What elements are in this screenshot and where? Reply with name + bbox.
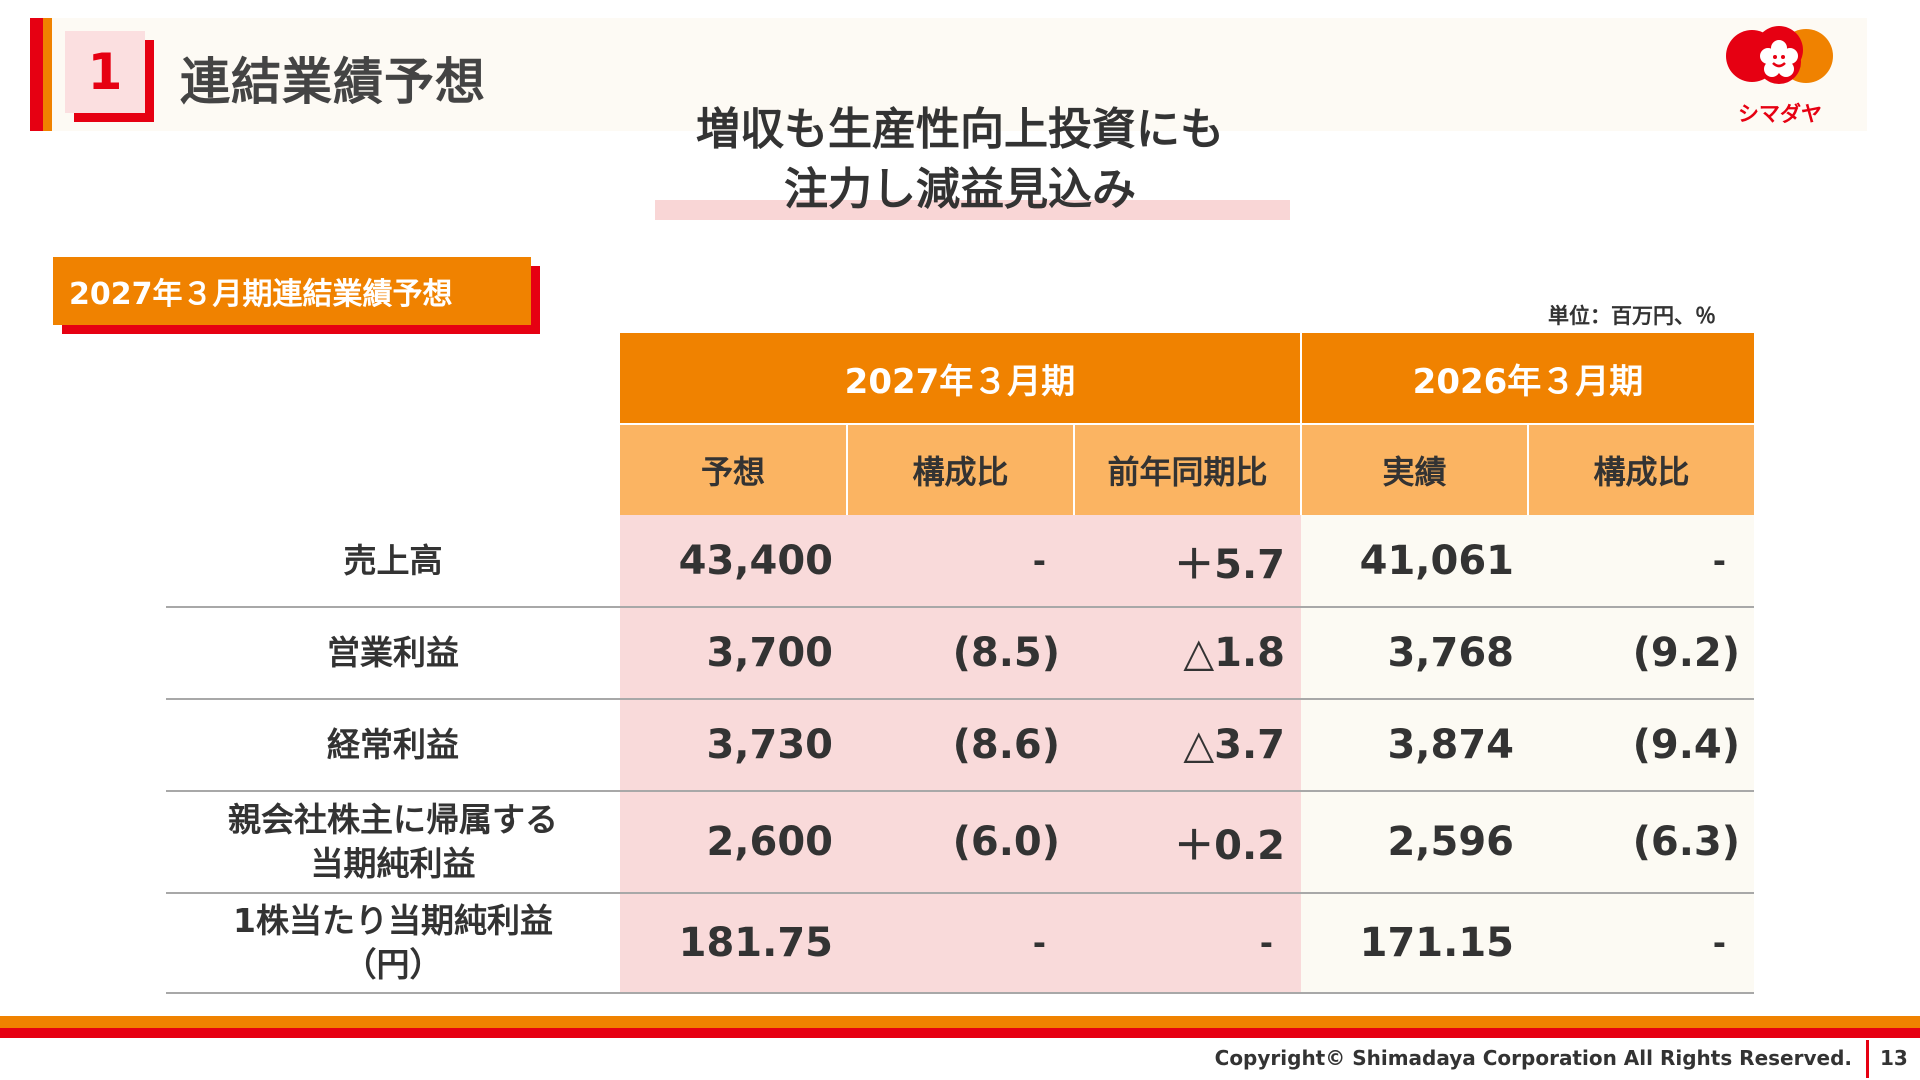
table-cell: 3,768 bbox=[1301, 607, 1528, 700]
column-header-composition-actual: 構成比 bbox=[1528, 423, 1754, 515]
flower-logo-icon: シマダヤ bbox=[1726, 26, 1833, 126]
footer-separator bbox=[1866, 1040, 1869, 1078]
table-cell: - bbox=[1528, 893, 1754, 994]
row-label: 1株当たり当期純利益 （円） bbox=[166, 893, 620, 994]
table-cell: - bbox=[847, 515, 1074, 608]
headline-line-2: 注力し減益見込み bbox=[784, 164, 1136, 215]
row-label-line: （円） bbox=[343, 945, 443, 984]
table-row: 1株当たり当期純利益 （円） 181.75 - - 171.15 - bbox=[166, 893, 1754, 994]
table-cell: (9.2) bbox=[1528, 607, 1754, 700]
table-cell: (6.3) bbox=[1528, 791, 1754, 894]
table-cell: - bbox=[1528, 515, 1754, 608]
period-header-actual: 2026年３月期 bbox=[1301, 333, 1754, 424]
table-cell: △1.8 bbox=[1074, 607, 1301, 700]
column-header-actual: 実績 bbox=[1301, 423, 1529, 515]
table-cell: - bbox=[1074, 893, 1301, 994]
unit-note: 単位：百万円、％ bbox=[1548, 304, 1716, 328]
row-label-line: 売上高 bbox=[343, 540, 443, 580]
column-header-yoy: 前年同期比 bbox=[1074, 423, 1302, 515]
period-header-forecast: 2027年３月期 bbox=[620, 333, 1302, 424]
table-cell: ＋0.2 bbox=[1074, 791, 1301, 894]
table-cell: (8.5) bbox=[847, 607, 1074, 700]
headline-line-1: 増収も生産性向上投資にも bbox=[696, 104, 1224, 155]
column-header-row: 予想 構成比 前年同期比 実績 構成比 bbox=[166, 423, 1754, 515]
forecast-table: 2027年３月期 2026年３月期 予想 構成比 前年同期比 実績 構成比 売上… bbox=[166, 333, 1754, 994]
table-cell: (6.0) bbox=[847, 791, 1074, 894]
row-label: 売上高 bbox=[166, 515, 620, 608]
section-title: 連結業績予想 bbox=[180, 53, 486, 111]
row-label: 営業利益 bbox=[166, 607, 620, 700]
header-empty-cell bbox=[166, 333, 620, 424]
headline-highlight bbox=[655, 200, 1290, 220]
row-label-line: 営業利益 bbox=[327, 633, 459, 672]
table-cell: 2,600 bbox=[620, 791, 847, 894]
table-cell: 181.75 bbox=[620, 893, 847, 994]
headline: 増収も生産性向上投資にも 注力し減益見込み bbox=[640, 100, 1280, 220]
page-number: 13 bbox=[1880, 1046, 1908, 1070]
row-label: 親会社株主に帰属する 当期純利益 bbox=[166, 791, 620, 894]
table-row: 経常利益 3,730 (8.6) △3.7 3,874 (9.4) bbox=[166, 699, 1754, 792]
column-header-composition: 構成比 bbox=[847, 423, 1075, 515]
table-cell: 41,061 bbox=[1301, 515, 1528, 608]
table-cell: - bbox=[847, 893, 1074, 994]
shimadaya-logo: シマダヤ bbox=[1722, 26, 1838, 131]
table-row: 売上高 43,400 - ＋5.7 41,061 - bbox=[166, 515, 1754, 608]
section-number: 1 bbox=[65, 31, 145, 113]
table-cell: 3,730 bbox=[620, 699, 847, 792]
row-label-line: 親会社株主に帰属する bbox=[228, 800, 558, 839]
table-cell: 171.15 bbox=[1301, 893, 1528, 994]
table-row: 親会社株主に帰属する 当期純利益 2,600 (6.0) ＋0.2 2,596 … bbox=[166, 791, 1754, 894]
header-band bbox=[52, 18, 1867, 131]
copyright: Copyright© Shimadaya Corporation All Rig… bbox=[1214, 1046, 1852, 1070]
header-accent-red bbox=[30, 18, 43, 131]
row-label: 経常利益 bbox=[166, 699, 620, 792]
table-cell: △3.7 bbox=[1074, 699, 1301, 792]
table-cell: 3,874 bbox=[1301, 699, 1528, 792]
column-header-forecast: 予想 bbox=[620, 423, 848, 515]
table-cell: 3,700 bbox=[620, 607, 847, 700]
row-label-line: 1株当たり当期純利益 bbox=[233, 901, 553, 940]
row-label-line: 経常利益 bbox=[327, 725, 459, 764]
table-cell: (9.4) bbox=[1528, 699, 1754, 792]
row-label-line: 当期純利益 bbox=[310, 844, 476, 883]
header-accent-orange bbox=[43, 18, 52, 131]
table-cell: ＋5.7 bbox=[1074, 515, 1301, 608]
period-header-row: 2027年３月期 2026年３月期 bbox=[166, 333, 1754, 424]
subtitle-label: 2027年３月期連結業績予想 bbox=[53, 257, 531, 325]
table-cell: 2,596 bbox=[1301, 791, 1528, 894]
header-empty-cell bbox=[166, 424, 620, 515]
table-cell: 43,400 bbox=[620, 515, 847, 608]
footer-band-orange bbox=[0, 1016, 1920, 1028]
table-cell: (8.6) bbox=[847, 699, 1074, 792]
footer-band-red bbox=[0, 1028, 1920, 1038]
logo-text: シマダヤ bbox=[1738, 102, 1822, 126]
table-row: 営業利益 3,700 (8.5) △1.8 3,768 (9.2) bbox=[166, 607, 1754, 700]
